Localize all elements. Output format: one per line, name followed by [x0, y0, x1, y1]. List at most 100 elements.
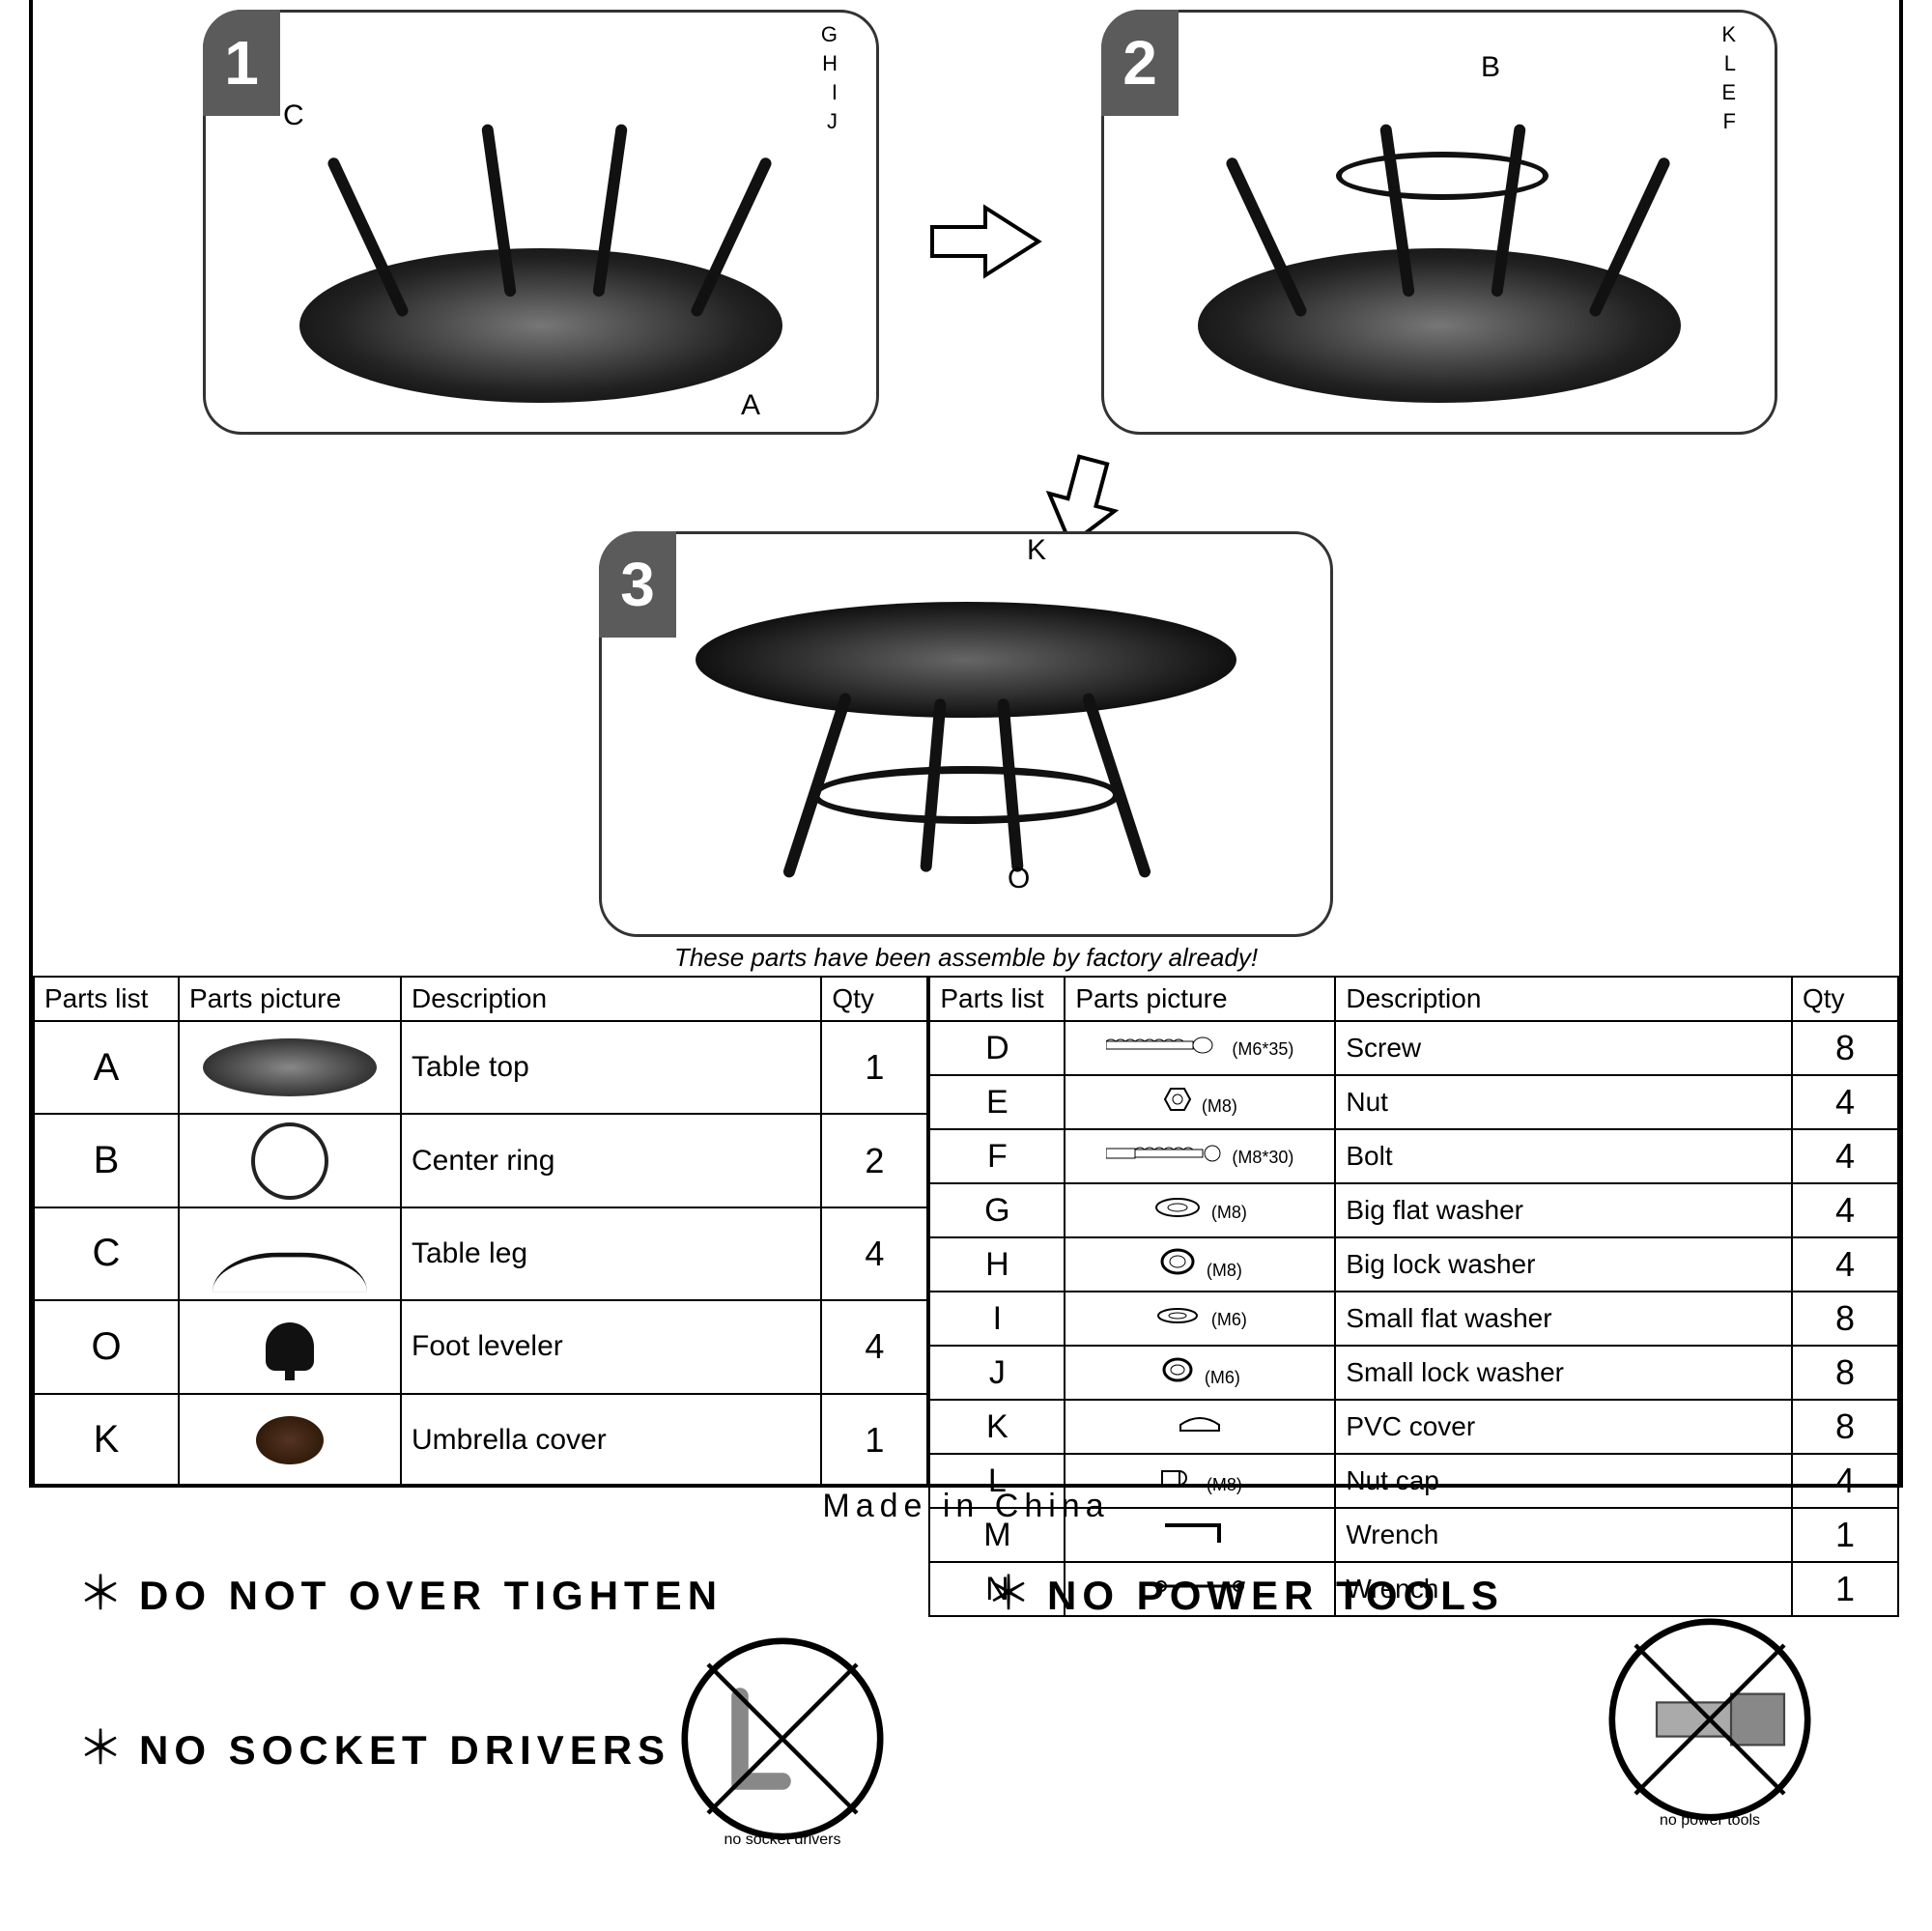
- part-code: A: [34, 1021, 179, 1114]
- part-picture: [179, 1114, 401, 1207]
- part-code: O: [34, 1300, 179, 1393]
- part-qty: 4: [1792, 1075, 1898, 1129]
- warning-over-tighten: ＊DO NOT OVER TIGHTEN: [77, 1555, 723, 1623]
- part-code: I: [929, 1292, 1065, 1346]
- part-desc: Nut: [1335, 1075, 1792, 1129]
- asterisk-icon: ＊: [77, 1569, 129, 1620]
- icon-caption: no power tools: [1604, 1812, 1816, 1830]
- part-spec: (M6): [1211, 1310, 1247, 1330]
- table-row: C Table leg 4: [34, 1207, 927, 1300]
- col-description: Description: [401, 977, 821, 1021]
- callout-e: E: [1721, 80, 1736, 105]
- col-description: Description: [1335, 977, 1792, 1021]
- part-code: E: [929, 1075, 1065, 1129]
- part-qty: 4: [821, 1207, 927, 1300]
- parts-tables: Parts list Parts picture Description Qty…: [33, 976, 1899, 1488]
- part-qty: 8: [1792, 1346, 1898, 1400]
- table-row: H(M8)Big lock washer4: [929, 1237, 1898, 1292]
- part-desc: Small flat washer: [1335, 1292, 1792, 1346]
- part-picture: (M8): [1065, 1183, 1335, 1237]
- callout-g: G: [821, 22, 838, 47]
- part-picture: (M6): [1065, 1346, 1335, 1400]
- part-code: G: [929, 1183, 1065, 1237]
- part-code: C: [34, 1207, 179, 1300]
- part-qty: 2: [821, 1114, 927, 1207]
- step-1-tab: 1: [203, 10, 280, 116]
- tabletop-icon: [203, 1038, 377, 1096]
- step-3-top: [696, 602, 1236, 718]
- part-desc: Bolt: [1335, 1129, 1792, 1183]
- asterisk-icon: ＊: [985, 1569, 1037, 1620]
- part-qty: 8: [1792, 1021, 1898, 1075]
- part-picture: [179, 1394, 401, 1487]
- step-3-number: 3: [620, 549, 655, 620]
- part-qty: 4: [1792, 1129, 1898, 1183]
- assembly-steps: 1 C A G H I J 2 B K L E F: [58, 10, 1874, 937]
- no-socket-drivers-icon: no socket drivers: [676, 1633, 889, 1845]
- warning-power-tools: ＊NO POWER TOOLS: [985, 1555, 1504, 1623]
- warnings-section: ＊DO NOT OVER TIGHTEN ＊NO POWER TOOLS ＊NO…: [77, 1536, 1855, 1903]
- callout-h: H: [822, 51, 838, 76]
- part-picture: [1065, 1400, 1335, 1454]
- part-code: H: [929, 1237, 1065, 1292]
- part-desc: Center ring: [401, 1114, 821, 1207]
- part-picture: (M8): [1065, 1075, 1335, 1129]
- step-2-panel: 2 B K L E F: [1101, 10, 1777, 435]
- no-power-tools-icon: no power tools: [1604, 1613, 1816, 1826]
- table-row: B Center ring 2: [34, 1114, 927, 1207]
- part-code: D: [929, 1021, 1065, 1075]
- callout-k2: K: [1721, 22, 1736, 47]
- part-spec: (M8): [1207, 1261, 1242, 1281]
- ring-icon: [251, 1122, 328, 1200]
- part-code: F: [929, 1129, 1065, 1183]
- col-parts: Parts list: [34, 977, 179, 1021]
- foot-icon: [266, 1322, 314, 1371]
- callout-a: A: [741, 389, 760, 422]
- part-picture: (M8*30): [1065, 1129, 1335, 1183]
- warning-text: NO SOCKET DRIVERS: [139, 1727, 670, 1773]
- table-left-header-row: Parts list Parts picture Description Qty: [34, 977, 927, 1021]
- table-row: I(M6)Small flat washer8: [929, 1292, 1898, 1346]
- callout-l: L: [1724, 51, 1736, 76]
- callout-f: F: [1723, 109, 1736, 134]
- step-2-number: 2: [1122, 27, 1157, 99]
- table-row: O Foot leveler 4: [34, 1300, 927, 1393]
- made-in-label: Made in China: [0, 1488, 1932, 1525]
- step-2-tab: 2: [1101, 10, 1179, 116]
- col-picture: Parts picture: [179, 977, 401, 1021]
- table-row: F (M8*30) Bolt4: [929, 1129, 1898, 1183]
- part-picture: (M6): [1065, 1292, 1335, 1346]
- part-picture: (M6*35): [1065, 1021, 1335, 1075]
- part-spec: (M8): [1211, 1203, 1247, 1223]
- part-qty: 1: [821, 1394, 927, 1487]
- part-desc: Big flat washer: [1335, 1183, 1792, 1237]
- part-qty: 8: [1792, 1400, 1898, 1454]
- umbrella-cover-icon: [256, 1416, 324, 1464]
- step-3-panel: 3 K O These parts have been assemble by …: [599, 531, 1333, 937]
- step-3-ring: [811, 766, 1121, 824]
- part-qty: 1: [821, 1021, 927, 1114]
- step-3-caption: These parts have been assemble by factor…: [602, 943, 1330, 973]
- part-picture: (M8): [1065, 1237, 1335, 1292]
- part-code: B: [34, 1114, 179, 1207]
- part-qty: 4: [1792, 1183, 1898, 1237]
- part-spec: (M6): [1205, 1368, 1240, 1388]
- part-spec: (M6*35): [1232, 1039, 1293, 1060]
- callout-c: C: [283, 99, 304, 132]
- table-row: J(M6)Small lock washer8: [929, 1346, 1898, 1400]
- parts-table-left: Parts list Parts picture Description Qty…: [33, 976, 928, 1488]
- leg-icon: [213, 1230, 367, 1278]
- step-3-tab: 3: [599, 531, 676, 638]
- callout-k: K: [1027, 534, 1046, 567]
- table-right-header-row: Parts list Parts picture Description Qty: [929, 977, 1898, 1021]
- step-3-assembled-table: [696, 573, 1236, 882]
- asterisk-icon: ＊: [77, 1723, 129, 1775]
- part-desc: Table leg: [401, 1207, 821, 1300]
- col-picture: Parts picture: [1065, 977, 1335, 1021]
- part-spec: (M8*30): [1232, 1148, 1293, 1168]
- callout-j: J: [827, 109, 838, 134]
- part-qty: 4: [821, 1300, 927, 1393]
- warning-text: NO POWER TOOLS: [1047, 1573, 1504, 1618]
- part-picture: [179, 1021, 401, 1114]
- step-1-panel: 1 C A G H I J: [203, 10, 879, 435]
